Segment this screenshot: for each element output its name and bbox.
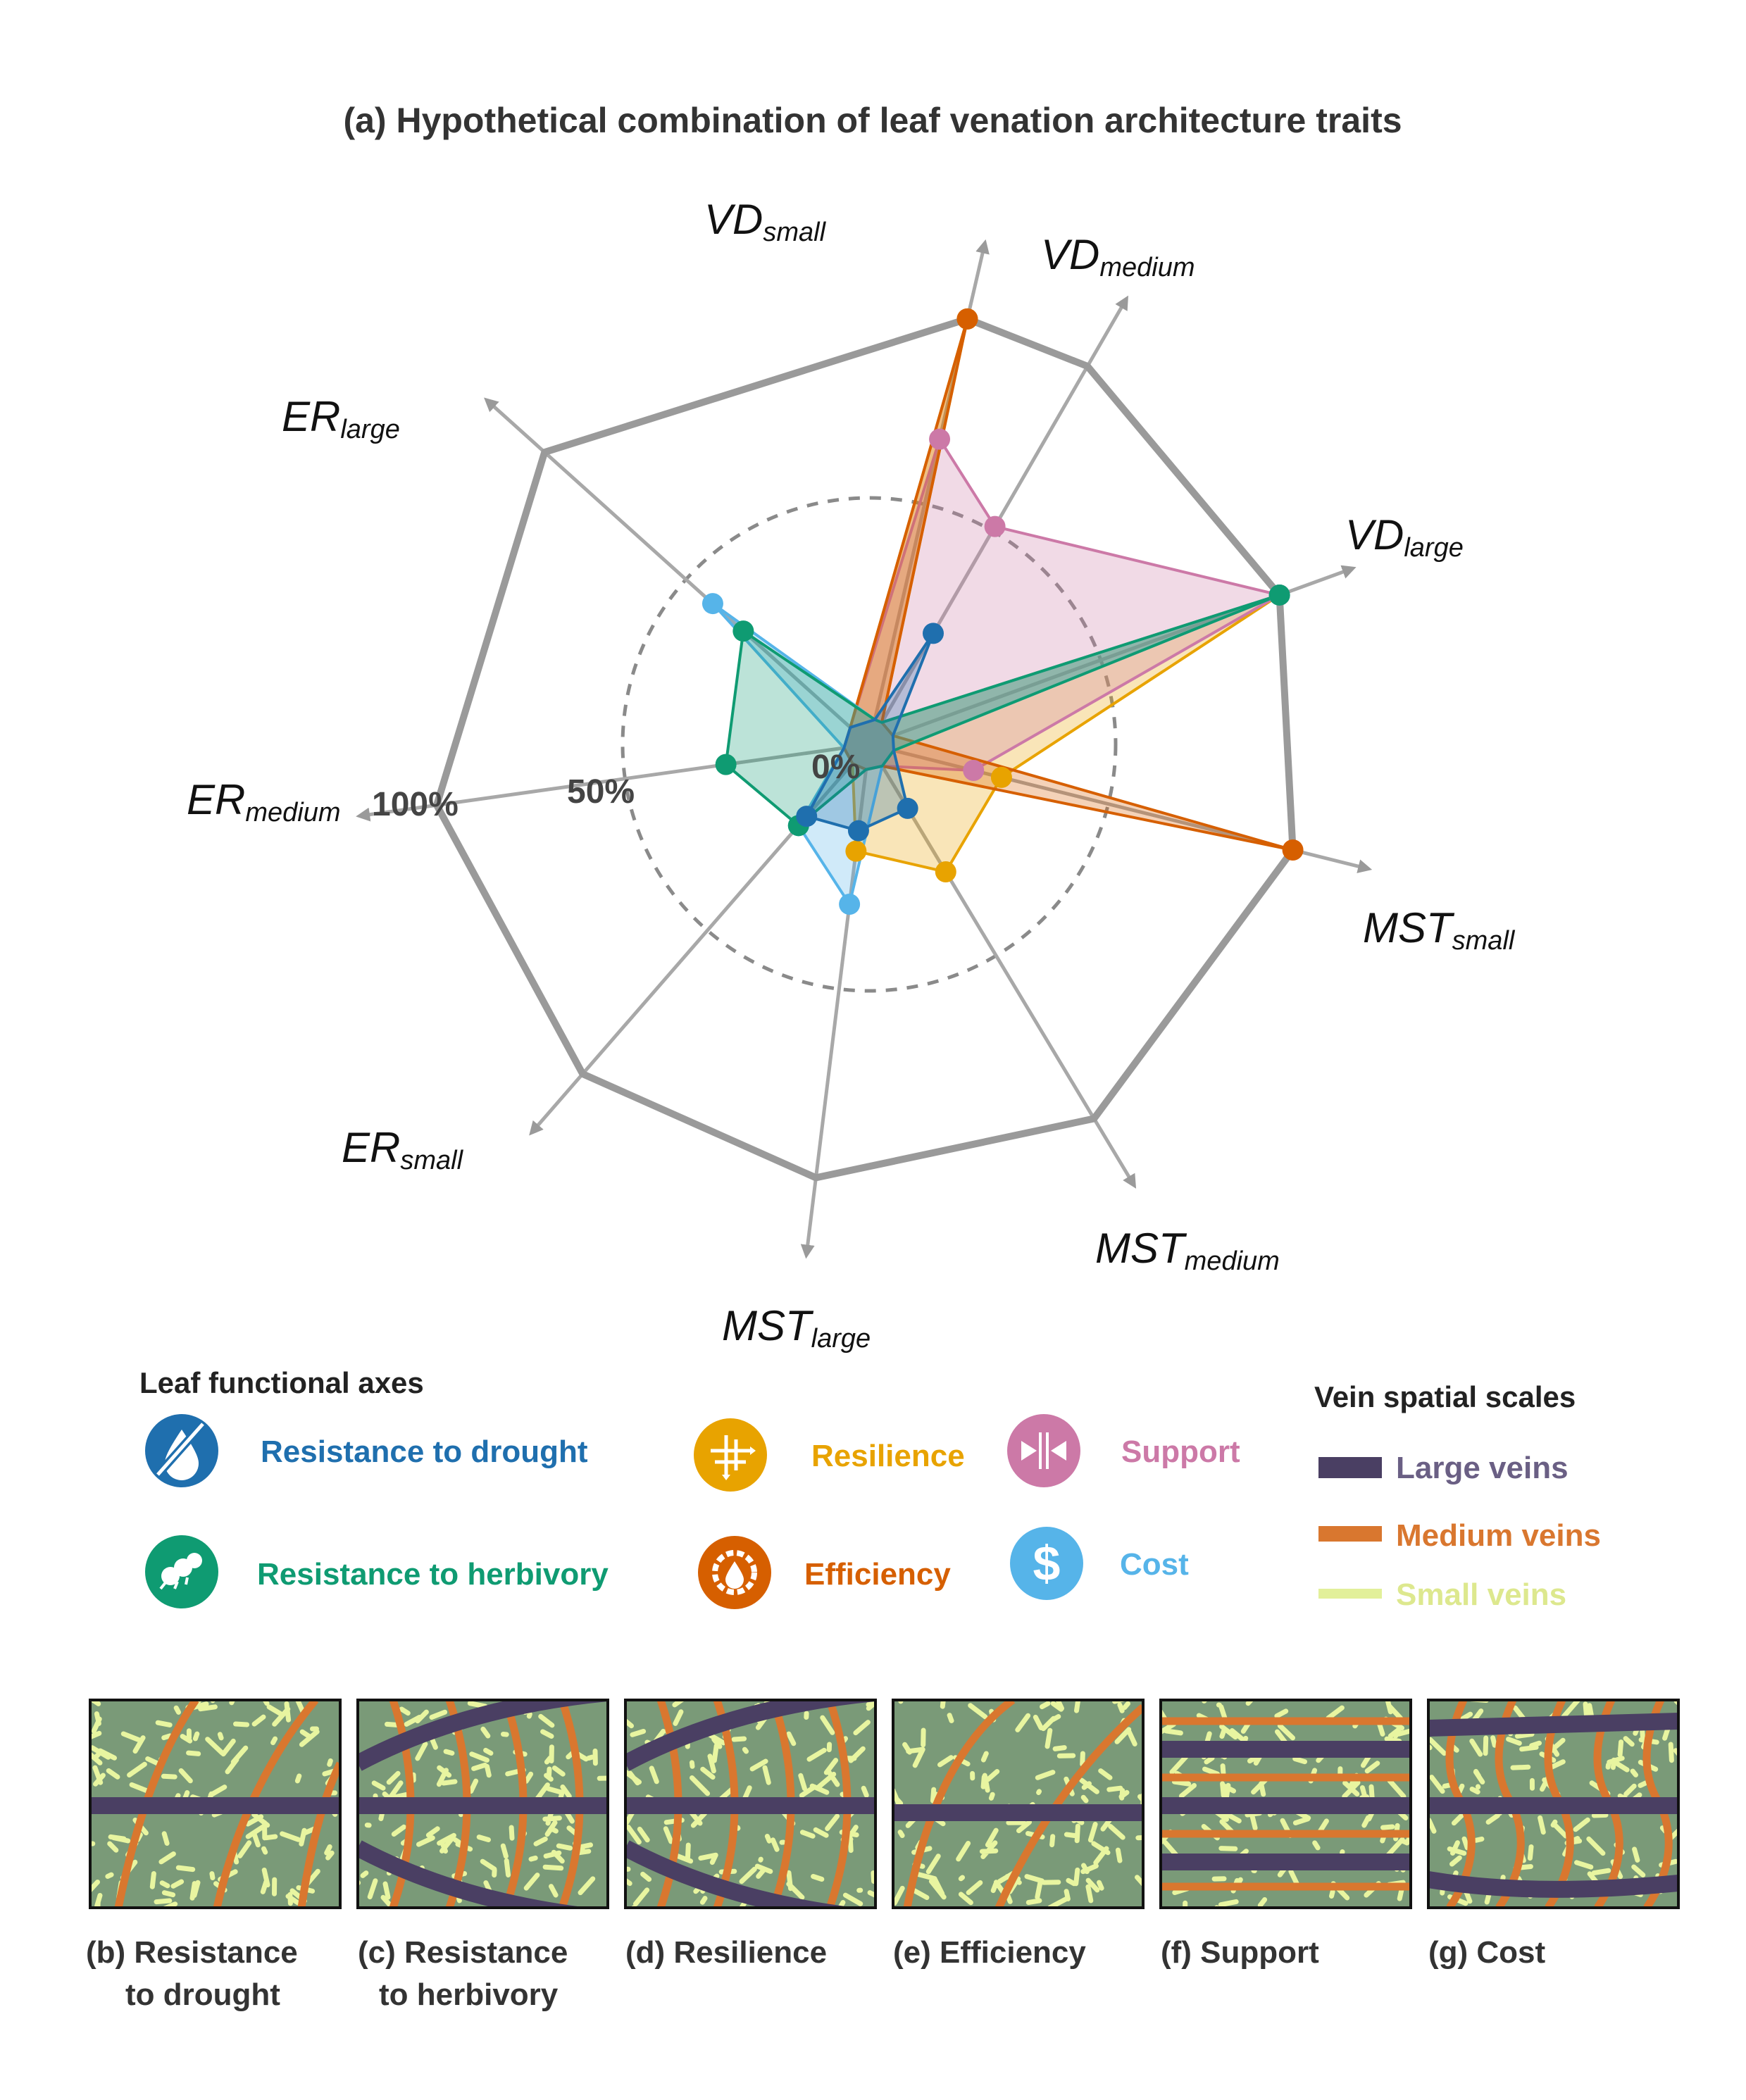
- series-point-resistance-to-drought-VDmedium: [923, 623, 944, 644]
- legend-label-drought: Resistance to drought: [261, 1435, 588, 1469]
- large-veins: [1428, 1713, 1678, 1898]
- venation-panel: (c) Resistance to herbivory: [356, 1699, 609, 2012]
- series-point-resistance-to-herbivory-ERmedium: [715, 754, 737, 775]
- large-vein-label: Large veins: [1396, 1451, 1569, 1485]
- compression-arrows-icon: [1007, 1414, 1080, 1487]
- series-point-resilience-MSTsmall: [990, 766, 1012, 788]
- series-point-resistance-to-herbivory-ERlarge: [732, 620, 754, 642]
- axis-label-MSTmedium: MSTmedium: [1095, 1225, 1280, 1276]
- frame-100-percent: [433, 315, 1297, 1182]
- legend-label-efficiency: Efficiency: [804, 1557, 951, 1592]
- vein-legend-heading: Vein spatial scales: [1314, 1380, 1576, 1413]
- panel-caption: (d) Resilience: [625, 1935, 827, 1970]
- axis-label-VDmedium: VDmedium: [1041, 231, 1195, 282]
- large-vein-swatch: [1318, 1457, 1382, 1478]
- svg-text:$: $: [1033, 1536, 1061, 1591]
- gear-drop-icon: [698, 1536, 771, 1609]
- medium-veins: [903, 1700, 1143, 1908]
- large-veins: [1161, 1741, 1411, 1870]
- venation-panel: (g) Cost: [1427, 1699, 1680, 1970]
- figure-title: (a) Hypothetical combination of leaf ven…: [343, 101, 1402, 140]
- series-point-resilience-MSTlarge: [845, 840, 867, 862]
- legend-label-herbivory: Resistance to herbivory: [257, 1557, 609, 1592]
- series-point-efficiency-MSTsmall: [1282, 839, 1304, 861]
- legend-label-cost: Cost: [1120, 1547, 1189, 1582]
- no-water-drop-icon: [145, 1414, 218, 1487]
- panel-border: [892, 1699, 1145, 1909]
- ring-50-percent: [621, 496, 1118, 993]
- series-point-resistance-to-drought-MSTlarge: [847, 820, 869, 842]
- venation-panel: (f) Support: [1159, 1699, 1412, 1970]
- series-point-resistance-to-drought-ERsmall: [796, 806, 818, 827]
- panel-border: [1159, 1699, 1412, 1909]
- vein-scale-legend: Vein spatial scales Large veins Medium v…: [1314, 1380, 1601, 1612]
- dollar-icon: $: [1010, 1527, 1083, 1600]
- series-point-support-MSTsmall: [963, 759, 985, 781]
- series-area-resistance-to-herbivory: [724, 593, 1281, 827]
- caterpillar-icon: [145, 1535, 218, 1608]
- venation-panel: (b) Resistance to drought: [86, 1699, 342, 2012]
- panel-border: [89, 1699, 342, 1909]
- axis-line-ERmedium: [356, 746, 844, 822]
- axis-label-VDlarge: VDlarge: [1345, 511, 1464, 563]
- medium-vein-label: Medium veins: [1396, 1518, 1601, 1553]
- axis-label-MSTsmall: MSTsmall: [1363, 904, 1516, 956]
- legend-label-support: Support: [1121, 1435, 1240, 1469]
- series-point-support-VDmedium: [984, 515, 1006, 537]
- panel-caption: (c) Resistance: [358, 1935, 568, 1970]
- series-point-support-VDsmall: [929, 428, 951, 450]
- large-veins: [625, 1700, 875, 1908]
- panel-caption: (g) Cost: [1428, 1935, 1546, 1970]
- axis-label-VDsmall: VDsmall: [704, 196, 827, 247]
- series-point-resistance-to-drought-MSTmedium: [897, 797, 918, 819]
- small-vein-swatch: [1318, 1589, 1382, 1599]
- series-point-cost-MSTlarge: [839, 894, 861, 915]
- radar-chart: 0% 50% 100% VDsmall VDmedium VDlarge MSTsmall M…: [187, 196, 1516, 1354]
- panel-border: [1427, 1699, 1680, 1909]
- series-area-resistance-to-drought: [805, 632, 935, 832]
- ring-label-half: 50%: [567, 773, 635, 811]
- venation-panels: (b) Resistance to drought (c) Resistance to…: [86, 1699, 1680, 2012]
- axis-line-VDmedium: [880, 295, 1128, 724]
- series-point-resistance-to-herbivory-VDlarge: [1268, 584, 1290, 606]
- series-point-cost-ERlarge: [701, 593, 723, 615]
- medium-veins: [114, 1700, 340, 1908]
- large-veins: [358, 1700, 608, 1908]
- series-point-resilience-MSTmedium: [935, 861, 956, 883]
- axis-label-ERmedium: ERmedium: [187, 776, 341, 827]
- panel-caption: (e) Efficiency: [893, 1935, 1086, 1970]
- venation-panel: (e) Efficiency: [892, 1699, 1145, 1970]
- axis-label-MSTlarge: MSTlarge: [722, 1302, 871, 1354]
- venation-panel: (d) Resilience: [624, 1699, 877, 1970]
- panel-border: [356, 1699, 609, 1909]
- ring-label-zero: 0%: [811, 749, 860, 786]
- panel-caption: (b) Resistance: [86, 1935, 298, 1970]
- ring-label-full: 100%: [372, 786, 459, 823]
- medium-vein-swatch: [1318, 1526, 1382, 1542]
- panel-border: [624, 1699, 877, 1909]
- axis-label-ERsmall: ERsmall: [342, 1124, 464, 1175]
- series-point-efficiency-VDsmall: [956, 308, 978, 330]
- axis-line-MSTmedium: [880, 765, 1137, 1189]
- legend-heading: Leaf functional axes: [139, 1366, 424, 1399]
- axis-line-ERlarge: [484, 397, 852, 729]
- network-arrows-icon: [694, 1418, 767, 1492]
- small-vein-label: Small veins: [1396, 1577, 1566, 1612]
- panel-caption-line2: to drought: [125, 1977, 280, 2012]
- panel-caption-line2: to herbivory: [379, 1977, 559, 2012]
- panel-caption: (f) Support: [1161, 1935, 1319, 1970]
- functional-axes-legend: Leaf functional axes Resistance to droug…: [139, 1366, 1240, 1609]
- axis-label-ERlarge: ERlarge: [282, 393, 400, 444]
- medium-veins: [1161, 1717, 1411, 1891]
- legend-label-resilience: Resilience: [811, 1439, 965, 1473]
